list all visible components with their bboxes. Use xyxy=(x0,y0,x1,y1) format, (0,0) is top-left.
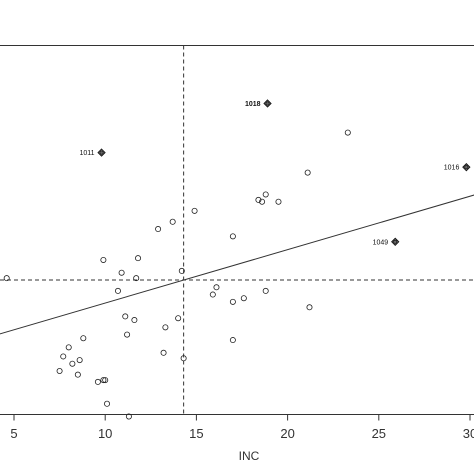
labeled-point-circle xyxy=(393,239,398,244)
data-point xyxy=(344,129,351,136)
x-tick-label: 15 xyxy=(189,426,203,441)
data-point xyxy=(100,377,107,384)
labeled-point-1011: 1011 xyxy=(79,148,106,157)
labeled-point-marker xyxy=(391,237,400,246)
labeled-point-circle xyxy=(265,101,270,106)
labeled-point-text: 1011 xyxy=(79,150,94,157)
data-point xyxy=(56,367,63,374)
data-point xyxy=(180,355,187,362)
labeled-points: 1018 1011 1016 1049 xyxy=(79,99,471,246)
data-point xyxy=(259,198,266,205)
data-point xyxy=(133,275,140,282)
labeled-point-circle xyxy=(464,165,469,170)
x-tick-label: 10 xyxy=(98,426,112,441)
data-point xyxy=(191,207,198,214)
data-point xyxy=(3,275,10,282)
data-point xyxy=(65,344,72,351)
data-point xyxy=(209,291,216,298)
data-point xyxy=(124,331,131,338)
labeled-point-text: 1018 xyxy=(245,101,261,108)
regression-line-group xyxy=(0,194,474,335)
regression-line xyxy=(0,194,474,335)
labeled-point-1018: 1018 xyxy=(245,99,272,108)
labeled-point-marker xyxy=(263,99,272,108)
data-point xyxy=(262,287,269,294)
labeled-point-marker xyxy=(462,162,471,172)
data-point xyxy=(175,315,182,322)
data-point xyxy=(135,255,142,262)
data-point xyxy=(255,196,262,203)
data-point xyxy=(155,226,162,233)
x-tick-label: 25 xyxy=(372,426,386,441)
data-point xyxy=(69,360,76,367)
data-point xyxy=(94,378,101,385)
data-point xyxy=(162,324,169,331)
x-tick-label: 30 xyxy=(463,426,474,441)
data-point xyxy=(60,353,67,360)
data-point xyxy=(213,284,220,291)
x-axis-title: INC xyxy=(239,449,260,463)
data-point xyxy=(131,317,138,324)
data-point xyxy=(229,298,236,305)
data-point xyxy=(104,400,111,407)
x-axis-ticks: 5 10 15 20 25 30 xyxy=(10,414,474,441)
x-tick-label: 5 xyxy=(10,426,17,441)
chart-frame xyxy=(0,45,474,415)
data-point xyxy=(229,337,236,344)
labeled-point-1049: 1049 xyxy=(373,237,400,246)
data-point xyxy=(76,357,83,364)
data-point xyxy=(229,233,236,240)
labeled-point-text: 1016 xyxy=(444,165,460,172)
data-point xyxy=(122,313,129,320)
labeled-point-text: 1049 xyxy=(373,239,389,246)
data-point xyxy=(304,169,311,176)
data-point xyxy=(240,295,247,302)
data-point xyxy=(275,198,282,205)
labeled-point-marker xyxy=(97,148,106,157)
data-point xyxy=(169,218,176,225)
data-point xyxy=(262,191,269,198)
labeled-point-1016: 1016 xyxy=(444,162,471,172)
x-tick-label: 20 xyxy=(280,426,294,441)
reference-lines xyxy=(0,45,474,415)
data-point xyxy=(306,304,313,311)
labeled-point-circle xyxy=(99,150,104,155)
data-points xyxy=(3,129,351,420)
data-point xyxy=(80,335,87,342)
data-point xyxy=(100,256,107,263)
data-point xyxy=(178,267,185,274)
data-point xyxy=(102,377,109,384)
data-point xyxy=(160,349,167,356)
data-point xyxy=(125,413,132,420)
data-point xyxy=(114,287,121,294)
data-point xyxy=(118,269,125,276)
data-point xyxy=(74,371,81,378)
